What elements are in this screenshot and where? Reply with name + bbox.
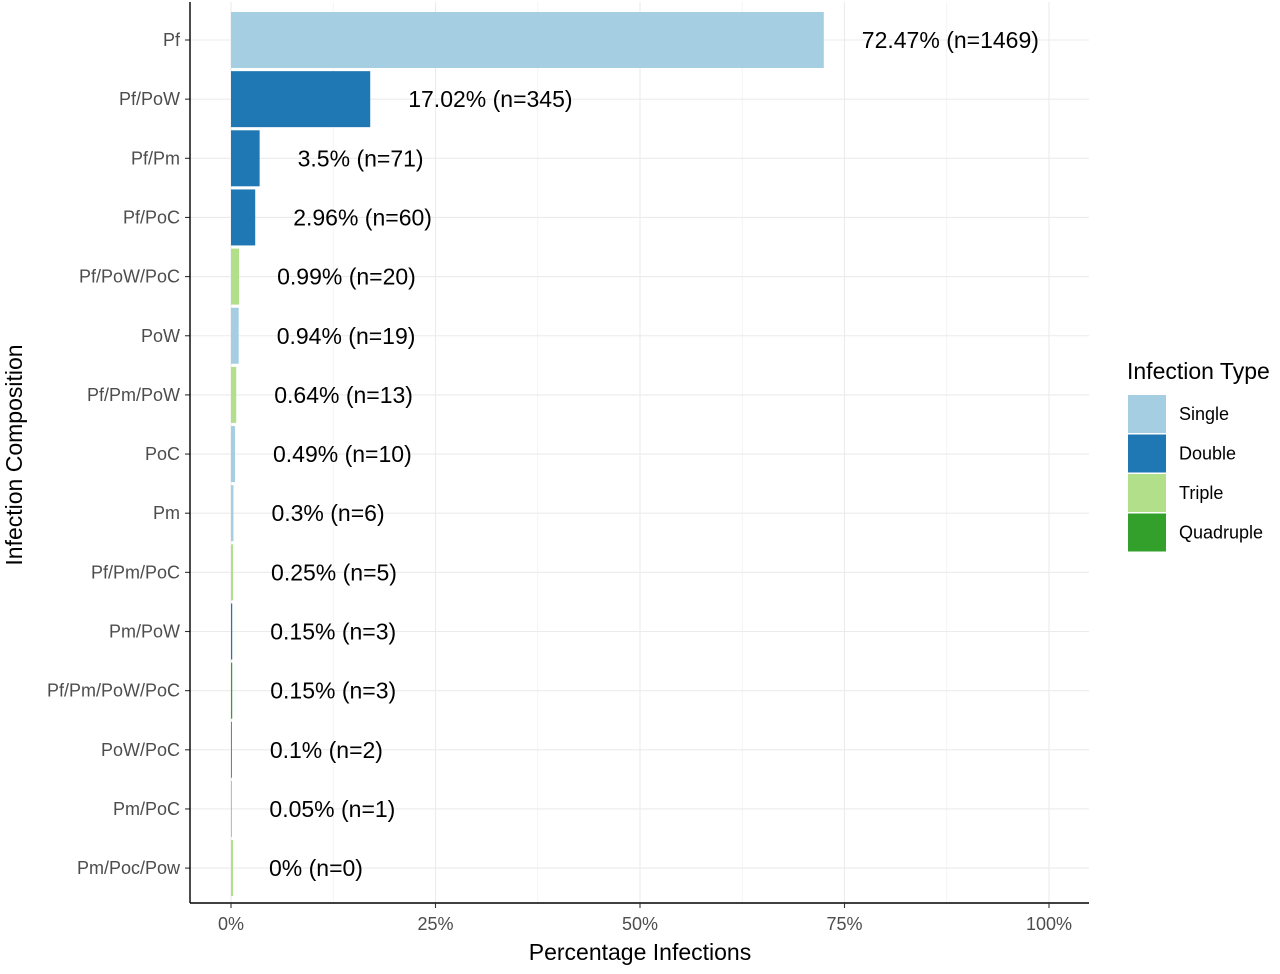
bar	[231, 485, 233, 541]
bar	[231, 840, 233, 896]
legend-label: Single	[1179, 404, 1229, 424]
x-tick-label: 50%	[622, 914, 658, 934]
legend: Infection Type Single Double Triple Quadrup…	[1127, 358, 1270, 552]
legend-label: Double	[1179, 444, 1236, 464]
bar	[231, 426, 235, 482]
bar	[231, 722, 232, 778]
bar	[231, 71, 370, 127]
legend-key	[1128, 514, 1166, 552]
x-tick-label: 25%	[417, 914, 453, 934]
legend-key	[1128, 435, 1166, 473]
bar-value-label: 0.25% (n=5)	[271, 559, 397, 585]
y-tick-label: Pf/PoC	[123, 207, 180, 227]
x-tick-label: 75%	[826, 914, 862, 934]
bar	[231, 249, 239, 305]
bar	[231, 604, 232, 660]
y-tick-label: Pm/PoW	[109, 622, 180, 642]
bar	[231, 663, 232, 719]
y-tick-label: PoW/PoC	[101, 740, 180, 760]
y-tick-label: Pm/Poc/Pow	[77, 858, 181, 878]
y-tick-label: Pf/PoW/PoC	[79, 267, 180, 287]
bar-value-label: 0% (n=0)	[269, 855, 363, 881]
y-tick-label: Pf/Pm/PoC	[91, 562, 180, 582]
bar-value-label: 3.5% (n=71)	[298, 145, 424, 171]
bar-value-label: 17.02% (n=345)	[408, 86, 572, 112]
x-axis-title: Percentage Infections	[529, 939, 751, 965]
bar	[231, 544, 233, 600]
y-tick-label: Pf/Pm/PoW	[87, 385, 180, 405]
bar	[231, 130, 260, 186]
y-tick-label: PoW	[141, 326, 180, 346]
legend-key	[1128, 395, 1166, 433]
bar-value-label: 0.3% (n=6)	[271, 500, 384, 526]
bar-value-label: 0.99% (n=20)	[277, 264, 416, 290]
bar	[231, 189, 255, 245]
bar-value-label: 0.15% (n=3)	[270, 619, 396, 645]
bar-value-label: 0.64% (n=13)	[274, 382, 413, 408]
x-tick-labels: 0% 25% 50% 75% 100%	[218, 914, 1072, 934]
y-tick-label: Pf	[163, 30, 181, 50]
y-tick-label: PoC	[145, 444, 180, 464]
bar-value-label: 0.49% (n=10)	[273, 441, 412, 467]
y-tick-labels: Pf Pf/PoW Pf/Pm Pf/PoC Pf/PoW/PoC PoW Pf/Pm/Po…	[47, 30, 181, 878]
bar	[231, 367, 236, 423]
bar	[231, 12, 824, 68]
bar-value-label: 0.05% (n=1)	[269, 796, 395, 822]
x-tick-label: 100%	[1026, 914, 1072, 934]
y-axis-title: Infection Composition	[1, 344, 27, 565]
bar-value-label: 2.96% (n=60)	[293, 204, 432, 230]
bar-value-label: 0.1% (n=2)	[270, 737, 383, 763]
bar-value-label: 0.15% (n=3)	[270, 678, 396, 704]
bar-value-label: 0.94% (n=19)	[277, 323, 416, 349]
bar-value-label: 72.47% (n=1469)	[862, 27, 1039, 53]
y-tick-label: Pm/PoC	[113, 799, 180, 819]
legend-title: Infection Type	[1127, 358, 1270, 384]
y-tick-label: Pf/PoW	[119, 89, 180, 109]
legend-label: Quadruple	[1179, 523, 1263, 543]
x-tick-label: 0%	[218, 914, 244, 934]
y-tick-label: Pf/Pm/PoW/PoC	[47, 681, 180, 701]
y-tick-label: Pm	[153, 503, 180, 523]
legend-key	[1128, 474, 1166, 512]
y-tick-label: Pf/Pm	[131, 148, 180, 168]
bar	[231, 308, 239, 364]
legend-label: Triple	[1179, 483, 1223, 503]
